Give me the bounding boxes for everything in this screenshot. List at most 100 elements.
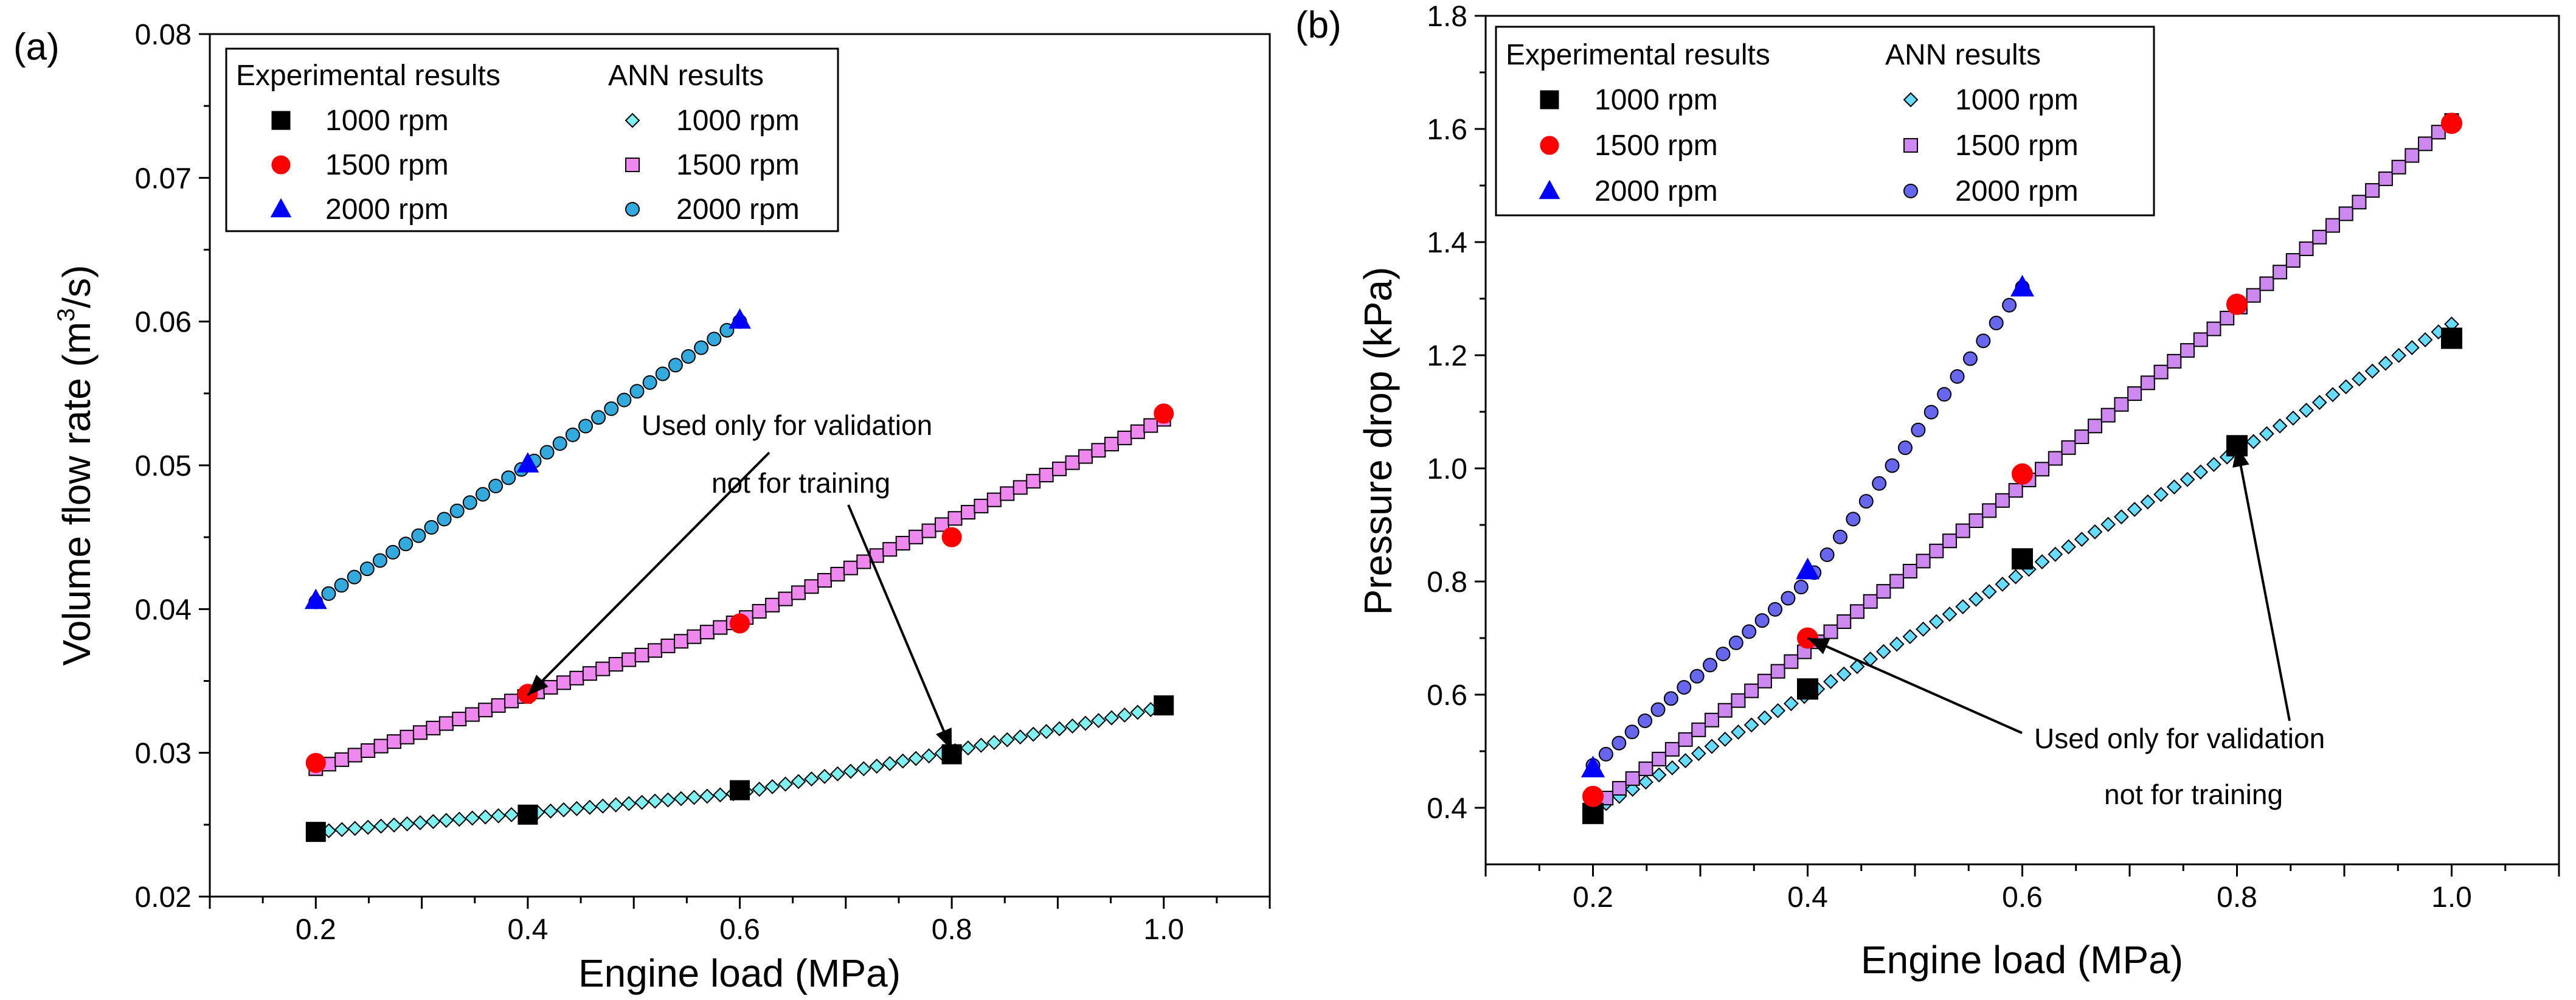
y-axis-label-b: Pressure drop (kPa) bbox=[1356, 267, 1400, 616]
ann-point bbox=[569, 670, 584, 686]
ann-point bbox=[1078, 449, 1093, 464]
ann-point bbox=[360, 819, 376, 835]
ann-point bbox=[591, 410, 606, 425]
ann-point bbox=[1728, 635, 1743, 650]
ann-point bbox=[1837, 614, 1852, 629]
ann-point bbox=[1664, 760, 1680, 776]
ann-point bbox=[778, 776, 793, 792]
ann-series-b bbox=[1585, 113, 2459, 819]
ann-point bbox=[1051, 721, 1067, 737]
ann-point bbox=[1013, 480, 1028, 495]
ann-point bbox=[1052, 461, 1067, 476]
ann-point bbox=[2008, 569, 2024, 585]
ann-point bbox=[2008, 483, 2023, 498]
ann-point bbox=[1955, 523, 1970, 538]
ann-point bbox=[2259, 426, 2274, 442]
experimental-point bbox=[2012, 548, 2033, 570]
ann-point bbox=[1928, 614, 1944, 630]
ann-point bbox=[334, 752, 350, 767]
ann-point bbox=[921, 523, 937, 538]
experimental-point bbox=[729, 308, 751, 329]
ann-point bbox=[582, 666, 597, 681]
experimental-series-a bbox=[304, 308, 1174, 842]
ann-point bbox=[960, 740, 976, 756]
ann-point bbox=[1995, 577, 2010, 592]
ann-point bbox=[1836, 666, 1852, 682]
legend-title-ann-b: ANN results bbox=[1885, 39, 2041, 71]
ann-point bbox=[438, 813, 454, 828]
y-tick-label: 1.8 bbox=[1427, 1, 1467, 33]
legend-title-ann-a: ANN results bbox=[608, 60, 764, 92]
ann-point bbox=[921, 748, 937, 764]
ann-point bbox=[1039, 467, 1054, 482]
ann-point bbox=[1929, 543, 1944, 558]
annotation-arrowhead bbox=[1807, 638, 1830, 655]
ann-point bbox=[1612, 780, 1627, 796]
ann-point bbox=[504, 807, 519, 822]
ann-point bbox=[1039, 724, 1054, 740]
ann-point bbox=[1716, 647, 1731, 662]
ann-point bbox=[386, 817, 402, 833]
ann-point bbox=[2418, 136, 2433, 151]
legend-marker-experimental bbox=[1540, 90, 1559, 109]
ann-point bbox=[648, 643, 663, 658]
ann-point bbox=[1717, 703, 1733, 718]
ann-point bbox=[398, 536, 414, 552]
x-ticks-b: 0.2 0.4 0.6 0.8 1.0 bbox=[1484, 864, 2560, 914]
ann-point bbox=[1742, 624, 1757, 639]
ann-point bbox=[2273, 265, 2288, 280]
ann-point bbox=[895, 535, 910, 550]
ann-point bbox=[707, 332, 722, 347]
ann-point bbox=[999, 732, 1015, 748]
ann-point bbox=[694, 340, 709, 355]
ann-point bbox=[2061, 539, 2076, 555]
ann-point bbox=[608, 657, 623, 672]
ann-point bbox=[986, 735, 1002, 751]
ann-point bbox=[462, 495, 477, 510]
ann-point bbox=[1130, 704, 1146, 720]
ann-point bbox=[1876, 584, 1891, 599]
ann-point bbox=[372, 553, 387, 568]
ann-point bbox=[1638, 774, 1653, 790]
annotation-arrow-line bbox=[847, 504, 953, 751]
ann-point bbox=[411, 528, 426, 543]
ann-point bbox=[2153, 487, 2169, 502]
ann-point bbox=[1025, 726, 1041, 742]
annotation-arrow-line bbox=[527, 451, 770, 696]
ann-point bbox=[1731, 724, 1746, 740]
ann-point bbox=[2206, 457, 2221, 473]
ann-point bbox=[634, 647, 649, 662]
ann-point bbox=[1916, 554, 1931, 569]
ann-point bbox=[668, 358, 683, 373]
x-axis-label-a: Engine load (MPa) bbox=[578, 951, 901, 995]
ann-point bbox=[1995, 493, 2010, 508]
y-ticks-a: 0.02 0.03 0.04 0.05 0.06 0.07 0.08 bbox=[135, 19, 210, 914]
ann-point bbox=[491, 808, 507, 824]
ann-point bbox=[1625, 771, 1640, 786]
ann-point bbox=[2114, 397, 2129, 412]
ann-point bbox=[2035, 462, 2050, 477]
ann-point bbox=[2048, 451, 2063, 466]
ann-point bbox=[1897, 440, 1913, 456]
ann-point bbox=[960, 505, 975, 520]
experimental-point bbox=[2226, 293, 2248, 315]
ann-point bbox=[504, 693, 519, 709]
annotation-arrowhead bbox=[527, 675, 549, 696]
ann-point bbox=[400, 729, 415, 745]
ann-point bbox=[1770, 664, 1785, 679]
ann-point bbox=[2087, 524, 2103, 540]
y-tick-label: 0.06 bbox=[135, 307, 192, 339]
ann-point bbox=[2180, 471, 2195, 487]
panel-label-a: (a) bbox=[13, 26, 60, 68]
legend-marker-ann bbox=[625, 113, 640, 128]
ann-point bbox=[1937, 387, 1952, 402]
ann-point bbox=[1950, 369, 1965, 384]
ann-point bbox=[1625, 782, 1641, 797]
ann-point bbox=[478, 703, 493, 718]
experimental-point bbox=[1797, 678, 1818, 700]
ann-point bbox=[1911, 422, 1926, 437]
ann-point bbox=[642, 375, 657, 390]
ann-point bbox=[1678, 732, 1693, 747]
ann-point bbox=[347, 821, 363, 836]
ann-point bbox=[2365, 183, 2380, 198]
